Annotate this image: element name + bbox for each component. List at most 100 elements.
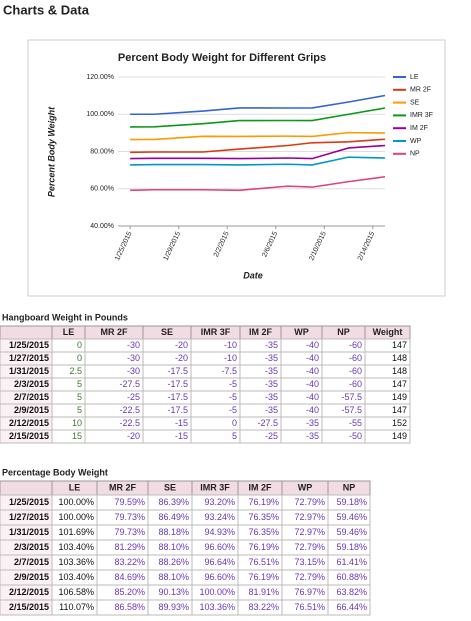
cell-value: -30 [127,353,140,363]
cell-value: -40 [306,353,319,363]
cell-value: 72.97% [294,512,325,522]
cell-value: -15 [175,431,188,441]
cell-value: 0 [77,340,82,350]
row-date: 2/9/2015 [14,405,49,415]
cell-value: -30 [127,366,140,376]
row-date: 1/27/2015 [9,353,49,363]
cell-value: -17.5 [167,379,188,389]
cell-value: -60 [349,340,362,350]
cell-value: 72.79% [294,572,325,582]
cell-value: 76.35% [248,512,279,522]
column-header: Weight [373,327,403,337]
row-date: 2/15/2015 [9,431,49,441]
row-date: 1/25/2015 [9,497,49,507]
column-header: NP [337,327,350,337]
cell-value: -35 [306,431,319,441]
cell-value: 76.19% [248,572,279,582]
cell-value: -60 [349,379,362,389]
cell-value: 5 [77,379,82,389]
y-tick-label: 60.00% [90,186,114,193]
cell-value: 81.91% [248,587,279,597]
row-date: 1/25/2015 [9,340,49,350]
cell [327,599,371,616]
cell-value: 100.00% [199,587,235,597]
cell-value: 86.39% [158,497,189,507]
series-line [130,144,386,160]
series-line [130,156,386,166]
y-tick-label: 80.00% [90,148,114,155]
legend-label: IM 2F [410,125,428,132]
y-tick-label: 40.00% [90,223,114,230]
cell-value: 72.79% [294,497,325,507]
row-date: 1/31/2015 [9,527,49,537]
legend-label: WP [410,138,422,145]
chart-frame [27,39,446,297]
header-row [0,480,371,496]
cell-value: 110.07% [59,602,94,612]
cell-value: 76.19% [248,497,279,507]
cell-value: -22.5 [119,405,140,415]
cell-value: 72.97% [294,527,325,537]
cell-value: 85.20% [114,587,145,597]
cell-value: 88.10% [158,572,189,582]
cell-value: 88.10% [158,542,189,552]
column-header: IM 2F [248,482,272,492]
cell-value: -10 [224,353,237,363]
cell-value: 63.82% [336,587,367,597]
cell-value: 59.46% [336,527,367,537]
cell-value: 76.35% [248,527,279,537]
cell-value: 103.40% [58,542,94,552]
cell-value: 96.60% [204,542,235,552]
cell-value: -22.5 [119,418,140,428]
cell-value: -30 [127,340,140,350]
chart-title: Percent Body Weight for Different Grips [118,52,326,64]
cell-value: 148 [392,353,407,363]
row-date: 2/12/2015 [9,587,49,597]
cell-value: 147 [392,405,407,415]
cell-value: 149 [392,431,407,441]
cell-value: 106.58% [58,587,94,597]
cell-value: -35 [265,353,278,363]
cell-value: -17.5 [167,366,188,376]
cell-value: -40 [306,340,319,350]
cell-value: -57.5 [341,405,362,415]
cell-value: 79.73% [114,512,145,522]
cell [364,429,411,444]
cell-value: -60 [349,366,362,376]
cell-value: 72.79% [294,542,325,552]
cell-value: -5 [229,405,237,415]
column-header: IM 2F [249,327,273,337]
cell-value: -27.5 [119,379,140,389]
cell-value: 89.93% [158,602,189,612]
y-tick-label: 120.00% [86,74,114,81]
legend-label: SE [410,99,420,106]
cell-value: 66.44% [336,602,367,612]
cell-value: 96.60% [204,572,235,582]
cell-value: 76.51% [294,602,325,612]
cell-value: 88.18% [158,527,189,537]
cell-value: 10 [72,418,82,428]
cell-value: -25 [265,431,278,441]
cell-value: 93.24% [204,512,235,522]
cell-value: 15 [72,431,82,441]
cell-value: 101.69% [58,527,94,537]
column-header: IMR 3F [200,482,230,492]
page-title: Charts & Data [3,2,90,17]
cell-value: -5 [229,392,237,402]
series-line [130,131,386,141]
cell-value: 79.73% [114,527,145,537]
cell-value: 96.64% [204,557,235,567]
legend-label: MR 2F [410,87,431,94]
cell-value: -20 [175,340,188,350]
cell-value: -35 [265,379,278,389]
column-header: MR 2F [109,482,137,492]
column-header: WP [294,327,309,337]
cell-value: 81.29% [114,542,145,552]
cell-value: 88.26% [158,557,189,567]
column-header: IMR 3F [201,327,231,337]
cell-value: -20 [127,431,140,441]
cell-value: 76.97% [294,587,325,597]
cell-value: 0 [232,418,237,428]
cell-value: -40 [306,405,319,415]
